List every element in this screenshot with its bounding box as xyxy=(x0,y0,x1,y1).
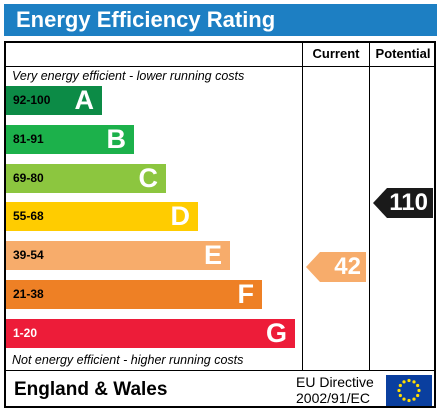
potential-rating-arrow: 110 xyxy=(373,188,433,218)
band-range-label: 81-91 xyxy=(13,132,44,146)
eu-directive-line2: 2002/91/EC xyxy=(296,390,370,406)
band-f: 21-38 F xyxy=(6,280,262,309)
eu-stars-icon xyxy=(397,378,421,403)
band-d: 55-68 D xyxy=(6,202,198,231)
eu-star-icon xyxy=(402,380,406,384)
column-divider-current xyxy=(302,41,303,371)
current-rating-value: 42 xyxy=(334,253,361,280)
header-divider xyxy=(4,66,436,67)
eu-star-icon xyxy=(398,383,402,388)
eu-star-icon xyxy=(416,383,420,388)
eu-star-icon xyxy=(398,393,402,398)
top-caption: Very energy efficient - lower running co… xyxy=(12,69,245,83)
eu-flag-icon xyxy=(386,375,432,406)
band-letter-label: A xyxy=(74,85,95,115)
band-letter-label: D xyxy=(170,201,191,231)
footer-divider xyxy=(4,370,436,371)
eu-star-icon xyxy=(417,388,421,393)
band-letter-label: E xyxy=(203,240,222,270)
current-column-header: Current xyxy=(312,46,360,61)
band-range-label: 39-54 xyxy=(13,248,44,262)
eu-star-icon xyxy=(407,398,411,403)
band-range-label: 69-80 xyxy=(13,171,44,185)
potential-rating-value: 110 xyxy=(389,189,428,216)
eu-star-icon xyxy=(407,378,411,383)
eu-star-icon xyxy=(402,397,406,401)
band-b: 81-91 B xyxy=(6,125,134,154)
eu-star-icon xyxy=(416,393,420,398)
band-range-label: 92-100 xyxy=(13,93,51,107)
region-label: England & Wales xyxy=(14,379,168,400)
eu-star-icon xyxy=(412,380,416,384)
band-c: 69-80 C xyxy=(6,164,166,193)
current-rating-arrow: 42 xyxy=(306,252,366,282)
eu-star-icon xyxy=(397,388,401,393)
band-letter-label: F xyxy=(237,279,255,309)
column-divider-potential xyxy=(369,41,370,371)
rating-frame xyxy=(4,41,436,408)
title-bar: Energy Efficiency Rating xyxy=(4,4,437,36)
band-e: 39-54 E xyxy=(6,241,230,270)
eu-directive-line1: EU Directive xyxy=(296,374,374,390)
band-a: 92-100 A xyxy=(6,86,102,115)
band-range-label: 55-68 xyxy=(13,209,44,223)
eu-directive: EU Directive 2002/91/EC xyxy=(296,374,374,406)
eu-star-icon xyxy=(412,397,416,401)
chart-title: Energy Efficiency Rating xyxy=(16,7,276,32)
potential-column-header: Potential xyxy=(375,46,431,61)
bottom-caption: Not energy efficient - higher running co… xyxy=(12,353,244,367)
band-letter-label: C xyxy=(138,163,159,193)
band-range-label: 1-20 xyxy=(13,326,38,340)
band-range-label: 21-38 xyxy=(13,287,44,301)
band-letter-label: B xyxy=(106,124,127,154)
band-letter-label: G xyxy=(265,318,287,348)
band-g: 1-20 G xyxy=(6,319,295,348)
